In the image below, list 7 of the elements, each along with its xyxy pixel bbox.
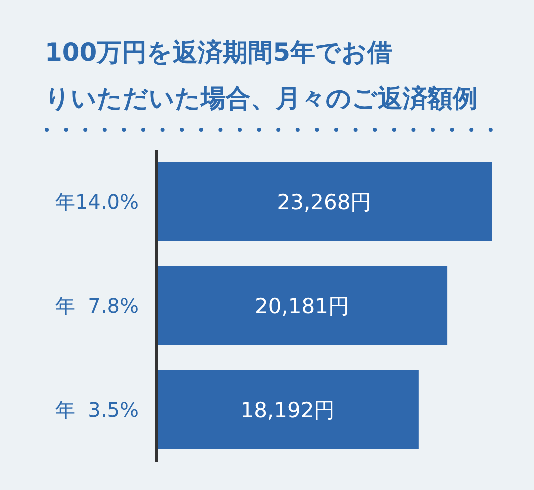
chart-title: 100万円を返済期間5年でお借りいただいた場合、月々のご返済額例 [45,37,478,115]
y-tick-label: 年14.0% [55,190,139,214]
data-label: 23,268円 [277,190,372,214]
data-label: 18,192円 [240,398,336,422]
y-tick-label: 年 7.8% [55,294,139,318]
data-label: 20,181円 [255,294,350,318]
y-tick-label: 年 3.5% [55,398,139,422]
